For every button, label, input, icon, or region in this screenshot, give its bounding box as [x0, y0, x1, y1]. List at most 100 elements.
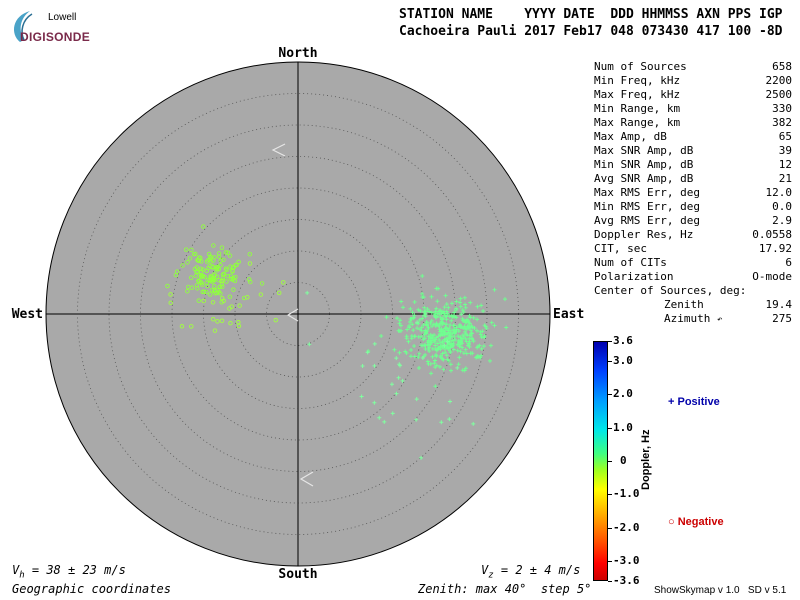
source-point-negative: [225, 250, 231, 255]
source-point-negative: [219, 278, 224, 284]
source-point-positive: [443, 332, 448, 337]
colorbar-tick: [608, 394, 612, 396]
stat-row: Max SNR Amp, dB 39: [594, 144, 792, 158]
source-point-positive: [489, 320, 494, 325]
digisonde-logo: [14, 11, 33, 42]
source-point-positive: [475, 345, 480, 350]
source-point-positive: [444, 302, 449, 307]
source-point-positive: [468, 315, 473, 320]
source-point-negative: [201, 298, 206, 304]
source-point-negative: [233, 274, 238, 280]
center-zenith-label: Zenith: [664, 298, 704, 311]
source-point-positive: [372, 341, 377, 346]
source-point-positive: [417, 351, 422, 356]
source-point-positive: [422, 313, 427, 318]
stat-row: Min Range, km 330: [594, 102, 792, 116]
source-point-positive: [472, 326, 477, 331]
source-point-positive: [452, 310, 457, 315]
source-point-positive: [412, 343, 417, 348]
source-point-positive: [471, 421, 476, 426]
source-point-positive: [420, 343, 425, 348]
chevron-upper: [271, 143, 286, 157]
source-point-positive: [461, 335, 466, 340]
source-point-positive: [408, 306, 413, 311]
source-point-negative: [247, 261, 253, 266]
source-point-positive: [394, 391, 399, 396]
source-point-negative: [199, 282, 205, 287]
stat-row: Min SNR Amp, dB 12: [594, 158, 792, 172]
source-point-positive: [458, 304, 463, 309]
source-point-negative: [179, 324, 185, 329]
source-point-positive: [412, 313, 417, 318]
source-point-positive: [434, 306, 439, 311]
source-point-positive: [488, 343, 493, 348]
source-point-positive: [443, 322, 448, 327]
source-point-negative: [165, 283, 170, 289]
source-point-negative: [259, 281, 265, 286]
source-point-positive: [463, 305, 468, 310]
source-point-positive: [447, 348, 452, 353]
source-point-positive: [456, 342, 461, 347]
source-point-negative: [236, 259, 241, 265]
source-point-positive: [429, 338, 434, 343]
source-point-negative: [189, 275, 194, 280]
source-point-negative: [214, 264, 220, 270]
center-azimuth-row: Azimuth ↶ 275: [664, 312, 792, 326]
source-point-positive: [372, 363, 377, 368]
source-point-positive: [478, 355, 483, 360]
source-point-positive: [450, 331, 455, 336]
source-point-positive: [421, 337, 426, 342]
source-point-positive: [400, 378, 405, 383]
stat-row: Max RMS Err, deg 12.0: [594, 186, 792, 200]
source-point-positive: [423, 330, 428, 335]
source-point-negative: [193, 273, 199, 278]
source-point-negative: [198, 272, 204, 278]
colorbar-tick: [608, 341, 612, 342]
source-point-positive: [398, 363, 403, 368]
source-point-positive: [464, 320, 469, 325]
source-point-negative: [206, 251, 212, 257]
source-point-positive: [390, 411, 395, 416]
colorbar-tick-label: 3.6: [613, 334, 633, 347]
source-point-negative: [223, 250, 229, 255]
stat-label: Min SNR Amp, dB: [594, 158, 694, 171]
source-point-positive: [404, 336, 409, 341]
source-point-positive: [429, 310, 434, 315]
stat-value: 2200: [765, 74, 793, 87]
source-point-positive: [435, 341, 440, 346]
stat-row: Avg SNR Amp, dB 21: [594, 172, 792, 186]
source-point-positive: [502, 297, 507, 302]
source-point-positive: [441, 311, 446, 316]
source-point-positive: [464, 351, 469, 356]
source-point-negative: [183, 247, 189, 252]
source-point-negative: [209, 288, 215, 293]
source-point-positive: [435, 322, 440, 327]
source-point-positive: [480, 329, 485, 334]
source-point-positive: [478, 329, 483, 334]
source-point-positive: [430, 335, 435, 340]
source-point-positive: [477, 343, 482, 348]
source-point-positive: [420, 316, 425, 321]
legend-negative: ○ Negative: [668, 516, 724, 528]
source-point-negative: [196, 279, 202, 284]
source-point-positive: [449, 318, 454, 323]
source-point-negative: [219, 318, 225, 323]
source-point-positive: [471, 315, 476, 320]
source-point-positive: [450, 344, 455, 349]
source-point-negative: [248, 279, 253, 285]
source-point-positive: [409, 336, 414, 341]
stat-label: Polarization: [594, 270, 674, 283]
source-point-positive: [448, 368, 453, 373]
source-point-positive: [410, 322, 415, 327]
source-point-positive: [423, 309, 428, 314]
source-point-positive: [468, 328, 473, 333]
source-point-positive: [411, 316, 416, 321]
source-point-negative: [228, 320, 233, 326]
source-point-positive: [447, 341, 452, 346]
source-point-positive: [479, 346, 484, 351]
source-point-positive: [467, 333, 472, 338]
stat-label: Min Range, km: [594, 102, 681, 115]
source-point-positive: [465, 343, 470, 348]
logo-digisonde-text: DIGISONDE: [20, 30, 91, 44]
